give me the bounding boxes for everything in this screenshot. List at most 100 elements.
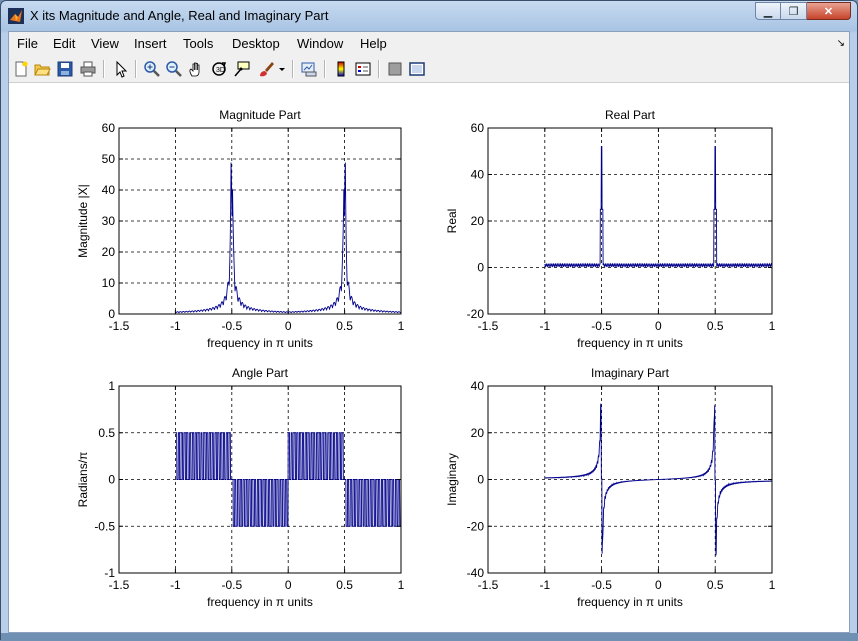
y-tick-label: 40 [471,379,485,393]
minimize-button[interactable]: ▁ [755,2,781,20]
print-icon[interactable] [79,60,97,78]
y-tick-label: 10 [102,276,116,290]
menu-window[interactable]: Window [297,36,344,51]
axes-title: Real Part [605,108,656,122]
toolbar-separator [324,60,326,78]
toolbar-separator [378,60,380,78]
y-tick-label: 1 [108,379,115,393]
x-tick-label: -1 [539,578,550,592]
x-tick-label: 0 [285,319,292,333]
menu-file[interactable]: File [17,36,38,51]
x-tick-label: -0.5 [221,319,242,333]
x-tick-label: -1.5 [478,319,499,333]
data-cursor-icon[interactable] [233,60,251,78]
dock-arrow-icon[interactable]: ↘ [836,38,845,49]
toolbar-separator [103,60,105,78]
show-plot-tools-icon[interactable] [408,60,426,78]
y-tick-label: 40 [471,168,485,182]
x-axis-label: frequency in π units [207,595,313,609]
x-axis-label: frequency in π units [207,336,313,350]
x-tick-label: 0 [285,578,292,592]
x-tick-label: 0.5 [336,319,353,333]
y-tick-label: 60 [102,121,116,135]
svg-text:3D: 3D [216,67,225,74]
new-figure-icon[interactable] [12,60,30,78]
y-axis-label: Magnitude |X| [76,184,90,258]
hide-plot-tools-icon[interactable] [386,60,404,78]
x-tick-label: -1.5 [478,578,499,592]
maximize-button[interactable]: ❐ [781,2,807,20]
taskbar-strip [1,633,858,641]
y-tick-label: 20 [102,245,116,259]
matlab-logo-icon [8,8,24,24]
zoom-in-icon[interactable] [143,60,161,78]
x-tick-label: -1.5 [109,578,130,592]
x-axis-label: frequency in π units [577,336,683,350]
y-tick-label: 40 [102,183,116,197]
x-tick-label: 0 [655,578,662,592]
x-tick-label: 1 [769,319,776,333]
y-tick-label: -20 [467,519,485,533]
x-tick-label: -0.5 [221,578,242,592]
y-tick-label: 50 [102,152,116,166]
y-tick-label: -0.5 [94,519,115,533]
x-tick-label: 0 [655,319,662,333]
pointer-icon[interactable] [112,60,130,78]
axes-title: Imaginary Part [591,366,670,380]
axes-title: Magnitude Part [219,108,301,122]
y-axis-label: Imaginary [445,453,459,506]
y-tick-label: 0.5 [98,426,115,440]
title-bar[interactable]: X its Magnitude and Angle, Real and Imag… [1,1,857,31]
restore-icon: ❐ [788,5,799,18]
link-plot-icon[interactable] [300,60,318,78]
y-tick-label: 20 [471,426,485,440]
y-tick-label: 60 [471,121,485,135]
pan-hand-icon[interactable] [187,60,205,78]
series-line [544,403,773,556]
rotate-3d-icon[interactable]: 3D [210,60,228,78]
brush-dropdown-icon[interactable] [277,60,287,78]
x-tick-label: 0.5 [707,578,724,592]
y-tick-label: 0 [477,473,484,487]
figure-client-area: File Edit View Insert Tools Desktop Wind… [8,31,850,633]
x-tick-label: -1 [170,578,181,592]
axes-title: Angle Part [232,366,289,380]
save-icon[interactable] [56,60,74,78]
menu-edit[interactable]: Edit [53,36,76,51]
series-line [544,146,773,268]
x-axis-label: frequency in π units [577,595,683,609]
x-tick-label: -1.5 [109,319,130,333]
menu-insert[interactable]: Insert [134,36,167,51]
figure-toolbar: 3D [9,56,849,83]
close-icon: ✕ [823,5,834,18]
x-tick-label: -0.5 [591,578,612,592]
x-tick-label: 1 [398,578,405,592]
window-title: X its Magnitude and Angle, Real and Imag… [30,8,329,23]
y-tick-label: 30 [102,214,116,228]
y-axis-label: Real [445,209,459,234]
x-tick-label: -1 [170,319,181,333]
insert-colorbar-icon[interactable] [332,60,350,78]
figure-canvas: -1.5 -1 -0.5 0 0.5 1 0 10 20 30 40 50 60 Magnitude Pa… [9,83,849,632]
series-line [175,432,402,527]
y-tick-label: 0 [108,307,115,321]
close-button[interactable]: ✕ [807,2,851,20]
zoom-out-icon[interactable] [165,60,183,78]
toolbar-separator [292,60,294,78]
x-tick-label: 0.5 [707,319,724,333]
menu-view[interactable]: View [91,36,119,51]
open-file-icon[interactable] [33,60,51,78]
y-tick-label: -20 [467,307,485,321]
brush-icon[interactable] [257,60,275,78]
y-tick-label: -1 [104,566,115,580]
insert-legend-icon[interactable] [354,60,372,78]
menu-desktop[interactable]: Desktop [232,36,280,51]
toolbar-separator [135,60,137,78]
x-tick-label: 0.5 [336,578,353,592]
y-tick-label: 0 [108,473,115,487]
menu-help[interactable]: Help [360,36,387,51]
menu-tools[interactable]: Tools [183,36,214,51]
minimize-icon: ▁ [763,5,773,18]
y-tick-label: 0 [477,261,484,275]
